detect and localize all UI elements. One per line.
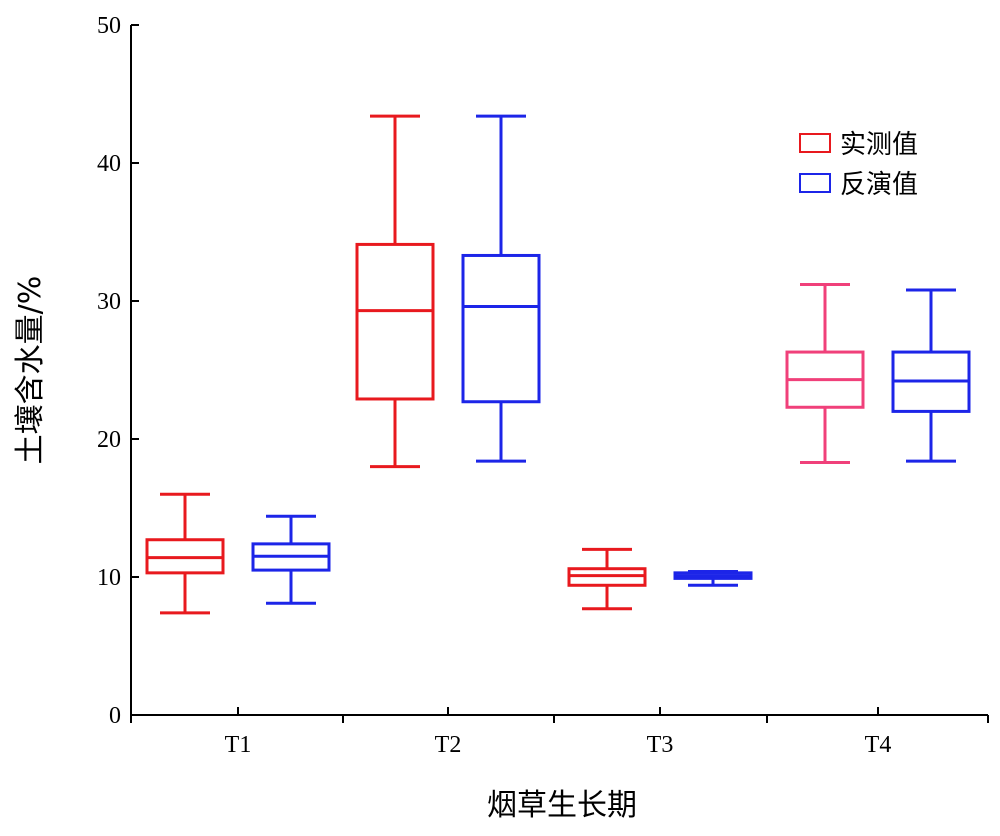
y-tick-label: 30	[97, 289, 121, 315]
x-tick-label: T4	[865, 732, 892, 758]
y-tick-label: 40	[97, 151, 121, 177]
box-T2-实测值	[355, 114, 435, 469]
y-tick-label: 50	[97, 13, 121, 39]
legend-swatch-2	[799, 173, 831, 193]
x-tick-label: T1	[225, 732, 252, 758]
iqr-box	[461, 253, 541, 404]
plot-area: 0 10 20 30 40 50 T1 T2 T3 T4	[97, 13, 989, 758]
legend-label-2: 反演值	[840, 170, 918, 200]
iqr-box	[355, 242, 435, 401]
legend-label-1: 实测值	[840, 130, 918, 160]
box-T4-反演值	[891, 288, 971, 463]
box-T1-实测值	[145, 492, 225, 615]
legend-swatch-1	[799, 133, 831, 153]
box-T4-实测值	[785, 282, 865, 464]
box-T1-反演值	[251, 514, 331, 605]
y-axis-title: 土壤含水量/%	[13, 276, 48, 465]
box-T3-实测值	[567, 547, 647, 611]
y-tick-label: 0	[109, 703, 121, 729]
x-tick-label: T3	[647, 732, 674, 758]
box-T2-反演值	[461, 114, 541, 463]
box-T3-反演值	[673, 569, 753, 587]
y-tick-label: 10	[97, 565, 121, 591]
x-tick-label: T2	[435, 732, 462, 758]
y-tick-label: 20	[97, 427, 121, 453]
x-axis-title: 烟草生长期	[487, 788, 637, 823]
